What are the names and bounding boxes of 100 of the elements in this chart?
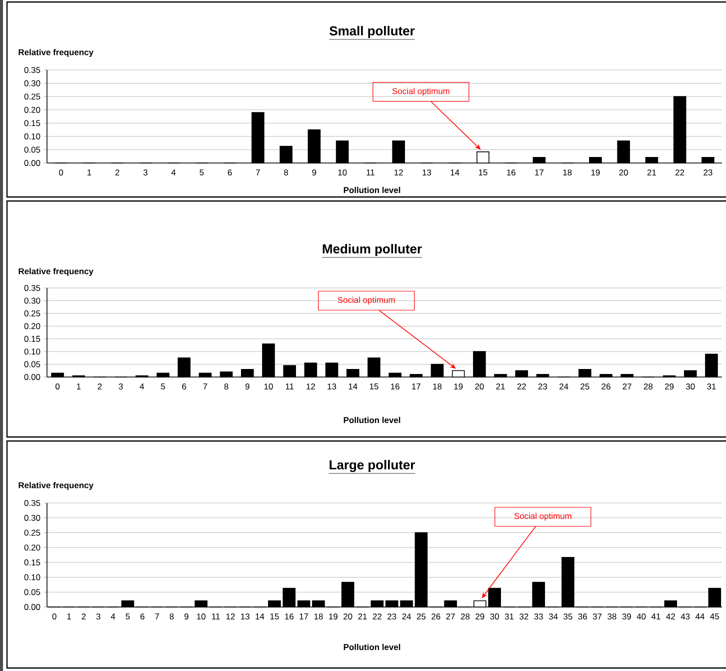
x-tick-label: 12 xyxy=(394,170,403,176)
y-tick-label: 0.20 xyxy=(24,544,40,551)
y-axis-title: Relative frequency xyxy=(18,482,94,490)
x-tick-label: 11 xyxy=(212,613,220,620)
x-tick-label: 8 xyxy=(170,614,174,620)
chart-title: Small polluter xyxy=(330,26,415,38)
x-tick-label: 23 xyxy=(538,384,548,390)
x-tick-label: 13 xyxy=(241,614,250,620)
x-tick-label: 27 xyxy=(446,614,455,620)
x-tick-label: 1 xyxy=(87,169,92,176)
y-tick-label: 0.10 xyxy=(24,574,40,580)
x-tick-label: 17 xyxy=(412,383,420,390)
x-tick-label: 20 xyxy=(619,170,628,176)
x-tick-label: 13 xyxy=(328,384,336,390)
x-tick-label: 15 xyxy=(370,383,378,390)
y-tick-label: 0.35 xyxy=(24,66,40,73)
x-tick-label: 27 xyxy=(622,384,632,390)
x-tick-label: 24 xyxy=(402,614,411,620)
y-tick-label: 0.30 xyxy=(24,298,40,304)
x-tick-label: 3 xyxy=(118,384,123,390)
y-tick-label: 0.30 xyxy=(24,514,40,521)
x-tick-label: 26 xyxy=(432,614,440,620)
y-axis-title: Relative frequency xyxy=(18,49,94,57)
y-tick-label: 0.25 xyxy=(24,530,40,536)
y-tick-label: 0.30 xyxy=(24,80,40,86)
x-axis-title: Pollution level xyxy=(344,644,400,650)
x-tick-label: 16 xyxy=(390,384,400,390)
x-tick-label: 4 xyxy=(110,613,116,620)
annotation: Social optimum xyxy=(514,512,572,521)
x-tick-label: 2 xyxy=(115,170,120,176)
x-tick-label: 19 xyxy=(329,614,338,620)
x-tick-label: 29 xyxy=(664,384,674,390)
x-tick-label: 8 xyxy=(284,170,288,176)
x-tick-label: 45 xyxy=(710,613,720,620)
x-tick-label: 40 xyxy=(636,614,646,620)
x-tick-label: 7 xyxy=(155,613,159,620)
x-tick-label: 21 xyxy=(358,614,367,620)
x-axis-title: Pollution level xyxy=(344,416,400,424)
x-tick-label: 11 xyxy=(366,169,374,176)
x-tick-label: 11 xyxy=(286,383,294,390)
x-tick-label: 14 xyxy=(348,383,358,390)
x-tick-label: 2 xyxy=(82,614,86,620)
x-tick-label: 14 xyxy=(450,169,460,176)
y-tick-label: 0.25 xyxy=(24,310,40,316)
y-tick-label: 0.05 xyxy=(24,589,40,596)
x-tick-label: 0 xyxy=(56,384,60,390)
x-tick-label: 41 xyxy=(651,613,660,620)
x-tick-label: 10 xyxy=(264,384,273,390)
x-tick-label: 7 xyxy=(256,169,260,176)
x-tick-label: 1 xyxy=(76,383,81,390)
x-axis-title: Pollution level xyxy=(344,186,400,194)
x-tick-label: 19 xyxy=(591,170,600,176)
x-tick-label: 0 xyxy=(59,170,64,176)
x-tick-label: 12 xyxy=(226,614,235,620)
x-tick-label: 36 xyxy=(578,614,587,620)
x-tick-label: 29 xyxy=(476,614,484,620)
y-tick-label: 0.35 xyxy=(24,500,40,506)
x-tick-label: 1 xyxy=(67,613,71,620)
x-tick-label: 9 xyxy=(184,614,188,620)
y-tick-label: 0.15 xyxy=(24,120,40,126)
x-tick-label: 20 xyxy=(475,384,484,390)
x-tick-label: 22 xyxy=(372,614,382,620)
x-tick-label: 16 xyxy=(507,170,516,176)
x-tick-label: 20 xyxy=(344,614,352,620)
x-tick-label: 3 xyxy=(143,170,148,176)
x-tick-label: 21 xyxy=(647,170,656,176)
x-tick-label: 19 xyxy=(454,384,463,390)
x-tick-label: 23 xyxy=(388,614,396,620)
x-tick-label: 28 xyxy=(644,384,653,390)
x-tick-label: 4 xyxy=(171,169,176,176)
y-tick-label: 0.05 xyxy=(24,361,40,368)
x-tick-label: 9 xyxy=(312,170,316,176)
x-tick-label: 42 xyxy=(666,614,675,620)
annotation: Social optimum xyxy=(338,296,395,305)
x-tick-label: 30 xyxy=(490,614,499,620)
x-tick-label: 28 xyxy=(460,614,470,620)
x-tick-label: 16 xyxy=(285,614,294,620)
y-axis-title: Relative frequency xyxy=(18,268,94,276)
x-tick-label: 31 xyxy=(504,614,514,620)
x-tick-label: 35 xyxy=(564,614,572,620)
x-tick-label: 39 xyxy=(622,614,631,620)
x-tick-label: 17 xyxy=(300,613,308,620)
chart-title: Medium polluter xyxy=(322,244,422,256)
x-tick-label: 22 xyxy=(676,170,684,176)
y-tick-label: 0.00 xyxy=(24,374,40,380)
x-tick-label: 38 xyxy=(608,614,616,620)
x-tick-label: 5 xyxy=(161,383,166,390)
x-tick-label: 8 xyxy=(224,384,228,390)
x-tick-label: 43 xyxy=(680,614,690,620)
x-tick-label: 7 xyxy=(203,383,208,390)
y-tick-label: 0.05 xyxy=(24,146,40,153)
x-tick-label: 17 xyxy=(535,169,544,176)
chart-title: Large polluter xyxy=(330,460,415,472)
x-tick-label: 10 xyxy=(338,170,347,176)
x-tick-label: 18 xyxy=(563,170,572,176)
x-tick-label: 5 xyxy=(200,169,204,176)
x-tick-label: 21 xyxy=(496,384,505,390)
x-tick-label: 23 xyxy=(704,170,712,176)
y-tick-label: 0.15 xyxy=(24,336,40,342)
x-tick-label: 0 xyxy=(52,614,56,620)
